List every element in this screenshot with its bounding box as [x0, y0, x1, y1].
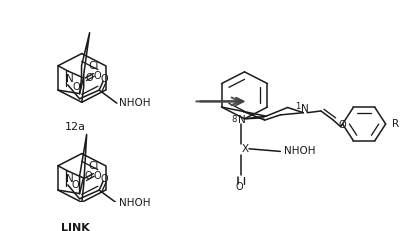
Text: NHOH: NHOH	[119, 98, 150, 108]
Text: NHOH: NHOH	[284, 146, 316, 156]
Text: R: R	[392, 119, 399, 129]
Text: O: O	[72, 82, 80, 92]
Text: O: O	[71, 180, 79, 190]
Text: O: O	[339, 120, 346, 130]
Text: O: O	[93, 171, 101, 181]
Text: N: N	[66, 74, 74, 84]
Text: 1: 1	[295, 102, 300, 111]
Text: NHOH: NHOH	[119, 198, 150, 208]
Text: O: O	[84, 171, 92, 181]
Text: O: O	[93, 71, 101, 81]
Text: LJNK: LJNK	[60, 222, 89, 231]
Text: X: X	[242, 144, 249, 154]
Text: N: N	[66, 174, 74, 184]
Text: 12a: 12a	[64, 122, 86, 133]
Text: N: N	[238, 115, 246, 125]
Text: Cl: Cl	[88, 161, 99, 171]
Text: N: N	[301, 104, 309, 114]
Text: 8: 8	[232, 115, 237, 124]
Text: O: O	[236, 182, 243, 192]
Text: O: O	[100, 174, 108, 184]
Text: O: O	[100, 74, 108, 84]
Text: Cl: Cl	[88, 61, 99, 71]
Text: O: O	[86, 73, 93, 83]
